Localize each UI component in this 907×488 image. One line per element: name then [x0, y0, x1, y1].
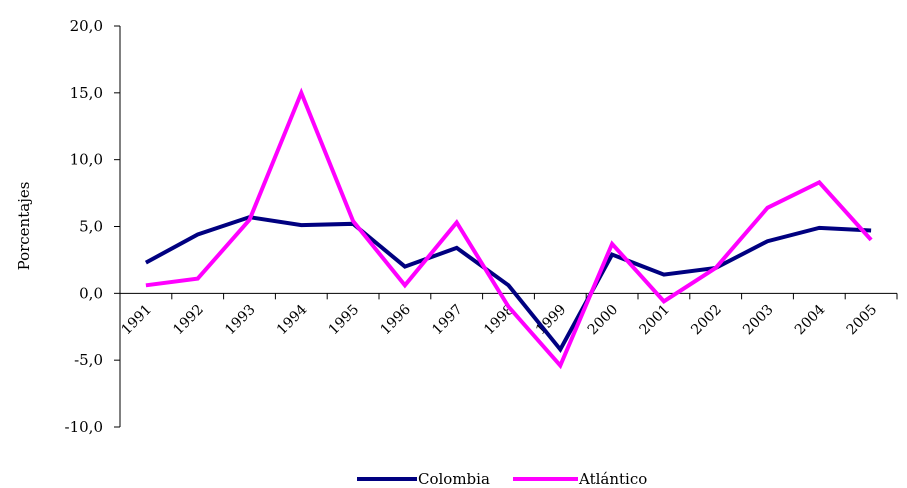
x-tick-label: 2003	[740, 302, 777, 339]
y-tick-label: 15,0	[70, 84, 103, 102]
y-tick-label: 20,0	[70, 17, 103, 35]
x-tick-label: 2001	[637, 302, 674, 339]
x-tick-label: 1996	[378, 302, 415, 339]
y-tick-label: 10,0	[70, 151, 103, 169]
x-tick-label: 2004	[792, 302, 829, 339]
x-axis: 1991 1992 1993 1994 1995 1996 1997 1998 1999 2000…	[119, 292, 898, 339]
y-axis-title: Porcentajes	[15, 182, 33, 271]
series-line-colombia	[144, 215, 872, 354]
legend: Colombia Atlántico	[357, 470, 647, 488]
x-tick-label: 2002	[688, 302, 725, 339]
series-line-atlántico	[145, 87, 873, 370]
x-tick-label: 2005	[844, 302, 881, 339]
x-tick-label: 1992	[170, 302, 207, 339]
x-tick-label: 1994	[274, 302, 311, 339]
series-layer	[144, 87, 873, 370]
y-tick-label: 0,0	[79, 284, 103, 302]
y-tick-label: -10,0	[65, 418, 103, 436]
y-axis: -10,0 -5,0 0,0 5,0 10,0 15,0 20,0	[65, 17, 121, 436]
x-tick-label: 2000	[585, 302, 622, 339]
x-tick-label: 1993	[222, 302, 259, 339]
legend-label: Atlántico	[578, 470, 647, 488]
x-tick-label: 1998	[481, 302, 518, 339]
x-tick-label: 1995	[326, 302, 363, 339]
y-tick-label: 5,0	[79, 218, 103, 236]
x-tick-label: 1997	[429, 302, 466, 339]
x-tick-label: 1991	[119, 302, 156, 339]
legend-label: Colombia	[418, 470, 490, 488]
y-tick-label: -5,0	[74, 351, 103, 369]
